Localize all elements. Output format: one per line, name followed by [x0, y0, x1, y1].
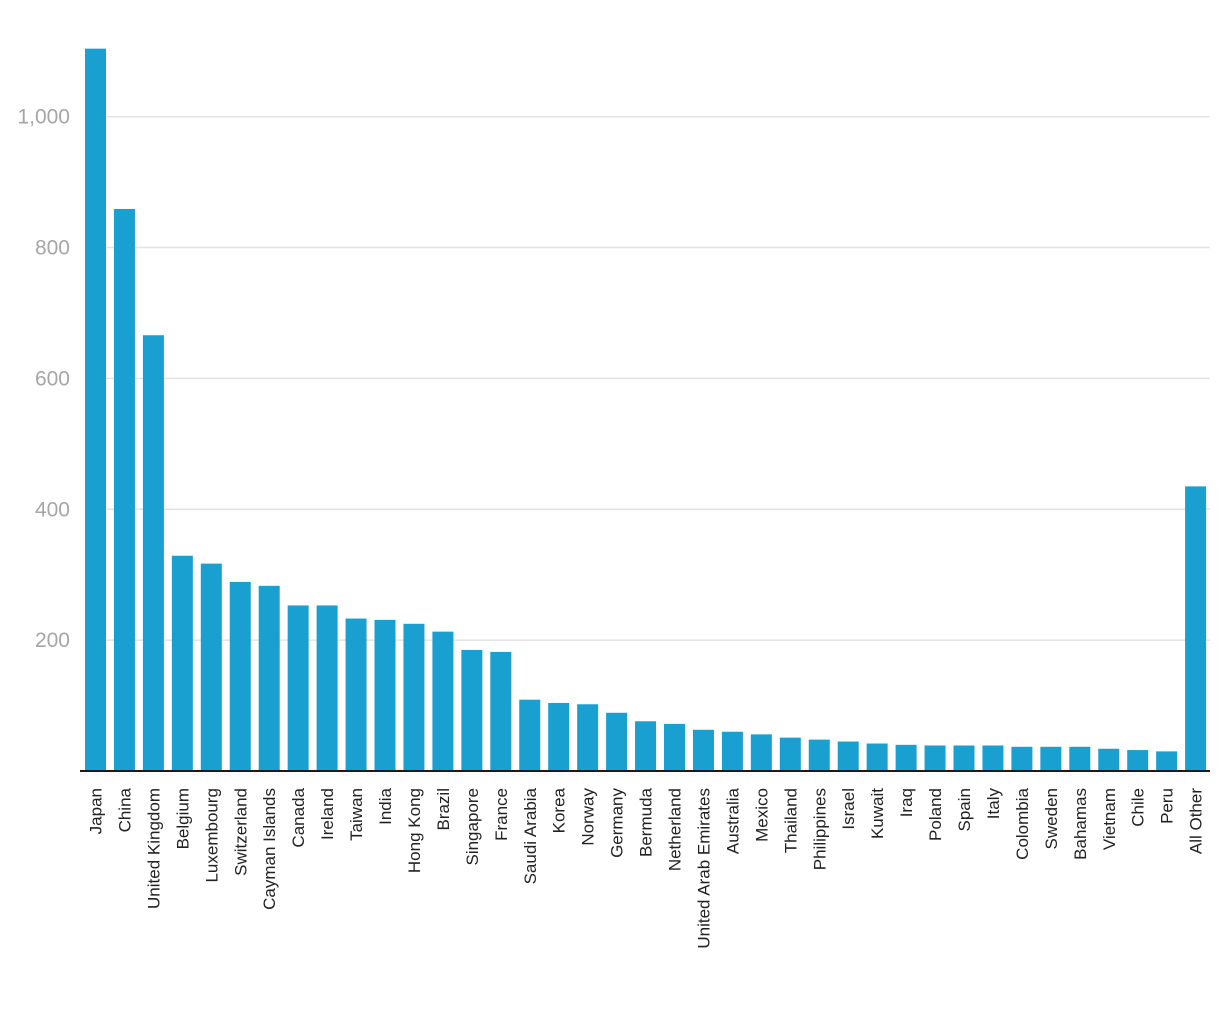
bar-netherland — [664, 723, 685, 771]
x-category-label: Switzerland — [231, 788, 250, 876]
x-category-label: Taiwan — [347, 788, 366, 841]
x-category-label: Spain — [955, 788, 974, 831]
bar-taiwan — [345, 618, 367, 771]
bar-bermuda — [635, 721, 657, 771]
y-tick-label: 200 — [35, 629, 70, 652]
bar-ireland — [316, 605, 338, 771]
x-category-label: United Kingdom — [144, 788, 163, 909]
y-tick-label: 400 — [35, 498, 70, 521]
x-category-label: Bahamas — [1071, 788, 1090, 860]
x-category-label: United Arab Emirates — [694, 788, 713, 949]
x-category-label: Brazil — [434, 788, 453, 831]
bar-all-other — [1185, 486, 1207, 771]
bar-united-arab-emirates — [692, 729, 714, 771]
bar-hong-kong — [403, 623, 425, 771]
x-category-label: Vietnam — [1100, 788, 1119, 850]
bar-poland — [924, 745, 946, 771]
bar-norway — [577, 704, 599, 771]
x-category-label: Canada — [289, 787, 308, 847]
bar-vietnam — [1098, 748, 1120, 771]
x-category-label: Korea — [550, 787, 569, 833]
bar-italy — [982, 745, 1004, 771]
x-category-label: Colombia — [1013, 787, 1032, 859]
x-category-label: Belgium — [173, 788, 192, 849]
y-tick-label: 1,000 — [17, 106, 70, 129]
x-category-label: Kuwait — [868, 788, 887, 839]
x-category-label: Italy — [984, 788, 1003, 820]
bar-chile — [1127, 750, 1149, 771]
bar-cayman-islands — [258, 585, 280, 771]
bar-thailand — [779, 737, 801, 771]
x-category-label: Peru — [1158, 788, 1177, 824]
x-category-label: Mexico — [752, 788, 771, 842]
bar-peru — [1156, 751, 1178, 771]
y-axis-tick-labels: 200 400 600 800 1,000 — [17, 106, 70, 652]
bar-singapore — [461, 649, 483, 771]
x-category-label: Philippines — [810, 788, 829, 870]
x-category-label: Cayman Islands — [260, 788, 279, 910]
x-category-label: India — [376, 787, 395, 824]
bar-germany — [606, 712, 628, 771]
x-category-label: Germany — [608, 788, 627, 858]
bar-united-kingdom — [142, 335, 164, 771]
bar-sweden — [1040, 746, 1062, 771]
bar-australia — [721, 731, 743, 771]
x-category-label: Saudi Arabia — [521, 787, 540, 884]
x-category-label: Netherland — [666, 788, 685, 871]
x-category-label: Israel — [839, 788, 858, 830]
x-category-label: Bermuda — [637, 787, 656, 857]
y-tick-label: 800 — [35, 237, 70, 260]
bar-china — [113, 208, 135, 771]
bar-japan — [85, 48, 106, 771]
y-tick-label: 600 — [35, 367, 70, 390]
bar-luxembourg — [200, 563, 222, 771]
bars — [85, 48, 1207, 771]
x-category-label: All Other — [1187, 788, 1206, 854]
x-category-label: Chile — [1129, 788, 1148, 827]
x-category-label: Sweden — [1042, 788, 1061, 849]
bar-switzerland — [229, 581, 251, 771]
x-category-label: Iraq — [897, 788, 916, 817]
bar-korea — [548, 702, 570, 771]
x-category-label: Thailand — [781, 788, 800, 853]
x-category-label: Australia — [723, 787, 742, 854]
bar-mexico — [750, 734, 772, 771]
x-category-label: Hong Kong — [405, 788, 424, 873]
bar-philippines — [808, 739, 830, 771]
bar-india — [374, 619, 396, 771]
x-category-label: Norway — [579, 788, 598, 846]
bar-belgium — [171, 555, 193, 771]
bar-colombia — [1011, 746, 1033, 771]
bar-iraq — [895, 744, 917, 771]
bar-brazil — [432, 631, 454, 771]
x-category-label: Japan — [87, 788, 106, 834]
bar-saudi-arabia — [519, 699, 541, 771]
bar-canada — [287, 605, 309, 771]
x-category-label: China — [115, 787, 134, 832]
bar-israel — [837, 741, 859, 771]
x-axis-category-labels: Japan China United Kingdom Belgium Luxembour… — [87, 787, 1206, 948]
bar-kuwait — [866, 743, 888, 771]
bar-bahamas — [1069, 746, 1091, 771]
bar-spain — [953, 745, 975, 771]
bar-france — [490, 651, 512, 771]
gridlines — [103, 115, 1210, 641]
x-category-label: France — [492, 788, 511, 841]
x-category-label: Singapore — [463, 788, 482, 866]
x-category-label: Poland — [926, 788, 945, 841]
x-category-label: Luxembourg — [202, 788, 221, 883]
x-category-label: Ireland — [318, 788, 337, 840]
